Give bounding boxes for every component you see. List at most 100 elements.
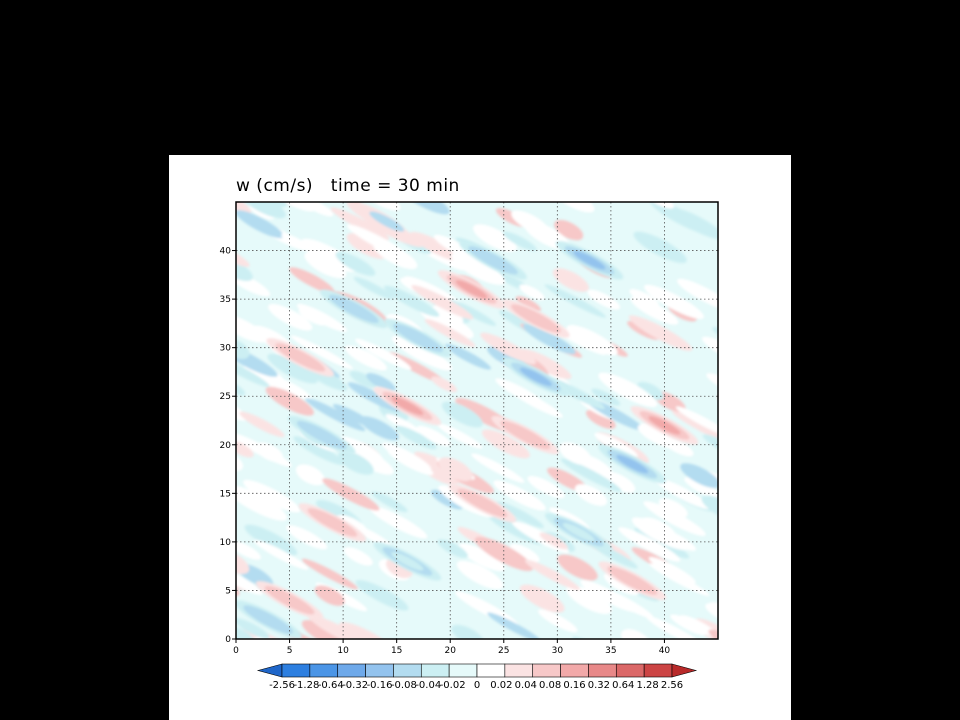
field-band	[552, 268, 589, 292]
field-band	[430, 489, 464, 510]
field-band	[431, 376, 457, 393]
field-band	[721, 372, 772, 406]
field-band	[343, 547, 373, 566]
colorbar-swatch	[476, 663, 506, 678]
colorbar-swatch	[448, 663, 478, 678]
colorbar-swatch	[393, 663, 422, 678]
updraft-negative-cell	[373, 542, 442, 581]
field-band	[598, 372, 658, 408]
y-tick-label: 5	[225, 586, 231, 596]
colorbar-swatch	[588, 663, 617, 678]
field-band	[614, 162, 668, 196]
colorbar-label: 2.56	[661, 680, 683, 691]
field-band	[391, 336, 453, 371]
field-band	[424, 319, 476, 348]
field-band	[487, 612, 541, 639]
field-band	[236, 314, 267, 343]
field-band	[398, 202, 450, 215]
field-band	[579, 179, 613, 204]
field-band	[303, 202, 363, 203]
colorbar-label: -0.08	[391, 680, 417, 691]
colorbar-arrow-left	[256, 663, 283, 678]
colorbar-label: -0.04	[415, 680, 441, 691]
updraft-positive-cell	[630, 406, 699, 445]
field-band	[557, 554, 598, 581]
field-band	[239, 411, 285, 438]
field-band	[344, 345, 388, 371]
field-band	[410, 231, 461, 261]
colorbar-label: 0.64	[612, 680, 634, 691]
y-tick-label: 25	[220, 392, 231, 402]
field-band	[189, 301, 228, 329]
field-band	[458, 543, 505, 572]
field-band	[560, 458, 622, 492]
field-band	[527, 475, 565, 499]
field-band	[559, 442, 592, 466]
field-band	[638, 202, 674, 209]
field-band	[631, 517, 689, 551]
field-band	[648, 557, 696, 584]
field-band	[566, 585, 612, 614]
field-band	[368, 505, 428, 539]
field-band	[385, 413, 421, 434]
field-band	[301, 558, 358, 590]
field-band	[539, 532, 568, 550]
field-band	[550, 202, 595, 213]
field-band	[701, 336, 718, 370]
field-band	[304, 251, 347, 279]
field-band	[343, 444, 394, 475]
field-band	[360, 416, 400, 441]
field-band	[633, 231, 687, 264]
field-band	[133, 222, 189, 260]
y-tick-label: 15	[220, 489, 231, 499]
field-band	[308, 614, 370, 639]
field-band	[236, 549, 250, 575]
field-band	[510, 543, 540, 563]
field-band	[339, 622, 394, 639]
x-tick-label: 5	[287, 646, 293, 656]
plot-frame	[235, 201, 719, 640]
field-band	[702, 434, 718, 464]
field-band	[355, 580, 409, 611]
field-band	[432, 165, 495, 205]
field-band	[503, 231, 537, 252]
field-band	[236, 540, 262, 560]
field-band	[243, 479, 301, 513]
field-band	[305, 398, 366, 432]
y-tick-label: 20	[220, 441, 232, 451]
colorbar-label: -0.32	[342, 680, 368, 691]
field-band	[643, 501, 706, 536]
x-tick-label: 40	[659, 646, 671, 656]
y-tick-label: 40	[220, 247, 232, 257]
field-band	[628, 315, 693, 351]
field-band	[522, 324, 576, 355]
field-band	[473, 224, 517, 252]
colorbar-swatch	[504, 663, 534, 678]
grid-layer	[236, 202, 718, 639]
field-band	[268, 303, 313, 331]
field-band	[52, 203, 111, 244]
field-band	[441, 401, 483, 428]
field-band	[16, 312, 50, 338]
field-band	[544, 284, 606, 318]
colorbar: -2.56-1.28-0.64-0.32-0.16-0.08-0.04-0.02…	[256, 663, 698, 691]
updraft-negative-cell	[598, 445, 667, 484]
colorbar-swatch	[615, 663, 645, 678]
field-band	[684, 477, 718, 500]
field-band	[680, 463, 718, 488]
field-band	[629, 289, 660, 307]
field-band	[416, 425, 451, 447]
field-band	[637, 424, 677, 449]
field-band	[538, 609, 578, 633]
field-band	[451, 624, 485, 639]
field-band	[677, 278, 718, 311]
field-band	[366, 373, 396, 392]
updraft-positive-cell	[502, 299, 570, 338]
colorbar-label: 0.32	[588, 680, 610, 691]
field-band	[587, 289, 621, 310]
field-band	[708, 629, 718, 639]
colorbar-label: -0.02	[440, 680, 466, 691]
field-band	[0, 214, 27, 247]
field-band	[254, 539, 309, 570]
updraft-negative-cell	[502, 357, 570, 396]
